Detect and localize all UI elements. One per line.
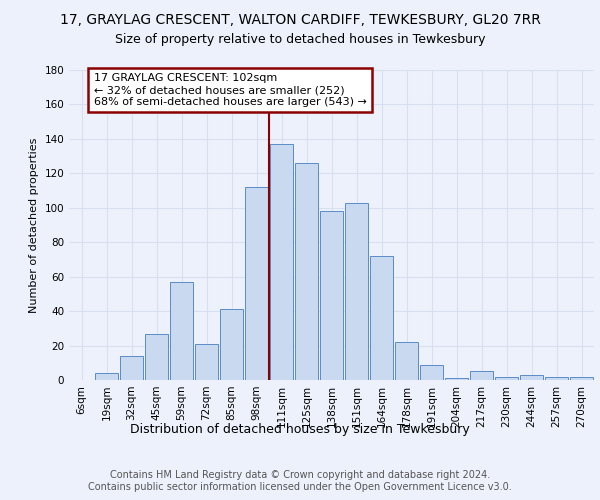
Bar — [95, 373, 118, 380]
Bar — [145, 334, 168, 380]
Bar — [570, 376, 593, 380]
Bar — [270, 144, 293, 380]
Bar — [395, 342, 418, 380]
Bar — [345, 202, 368, 380]
Bar — [220, 310, 243, 380]
Bar — [370, 256, 393, 380]
Bar — [320, 211, 343, 380]
Text: 17 GRAYLAG CRESCENT: 102sqm
← 32% of detached houses are smaller (252)
68% of se: 17 GRAYLAG CRESCENT: 102sqm ← 32% of det… — [94, 74, 367, 106]
Bar — [295, 163, 318, 380]
Y-axis label: Number of detached properties: Number of detached properties — [29, 138, 39, 312]
Bar — [470, 372, 493, 380]
Bar — [445, 378, 468, 380]
Bar — [195, 344, 218, 380]
Bar — [495, 376, 518, 380]
Text: 17, GRAYLAG CRESCENT, WALTON CARDIFF, TEWKESBURY, GL20 7RR: 17, GRAYLAG CRESCENT, WALTON CARDIFF, TE… — [59, 12, 541, 26]
Text: Distribution of detached houses by size in Tewkesbury: Distribution of detached houses by size … — [130, 422, 470, 436]
Bar — [245, 187, 268, 380]
Bar — [120, 356, 143, 380]
Bar — [170, 282, 193, 380]
Bar — [420, 364, 443, 380]
Bar — [520, 375, 543, 380]
Text: Contains HM Land Registry data © Crown copyright and database right 2024.
Contai: Contains HM Land Registry data © Crown c… — [88, 470, 512, 492]
Text: Size of property relative to detached houses in Tewkesbury: Size of property relative to detached ho… — [115, 32, 485, 46]
Bar — [545, 376, 568, 380]
